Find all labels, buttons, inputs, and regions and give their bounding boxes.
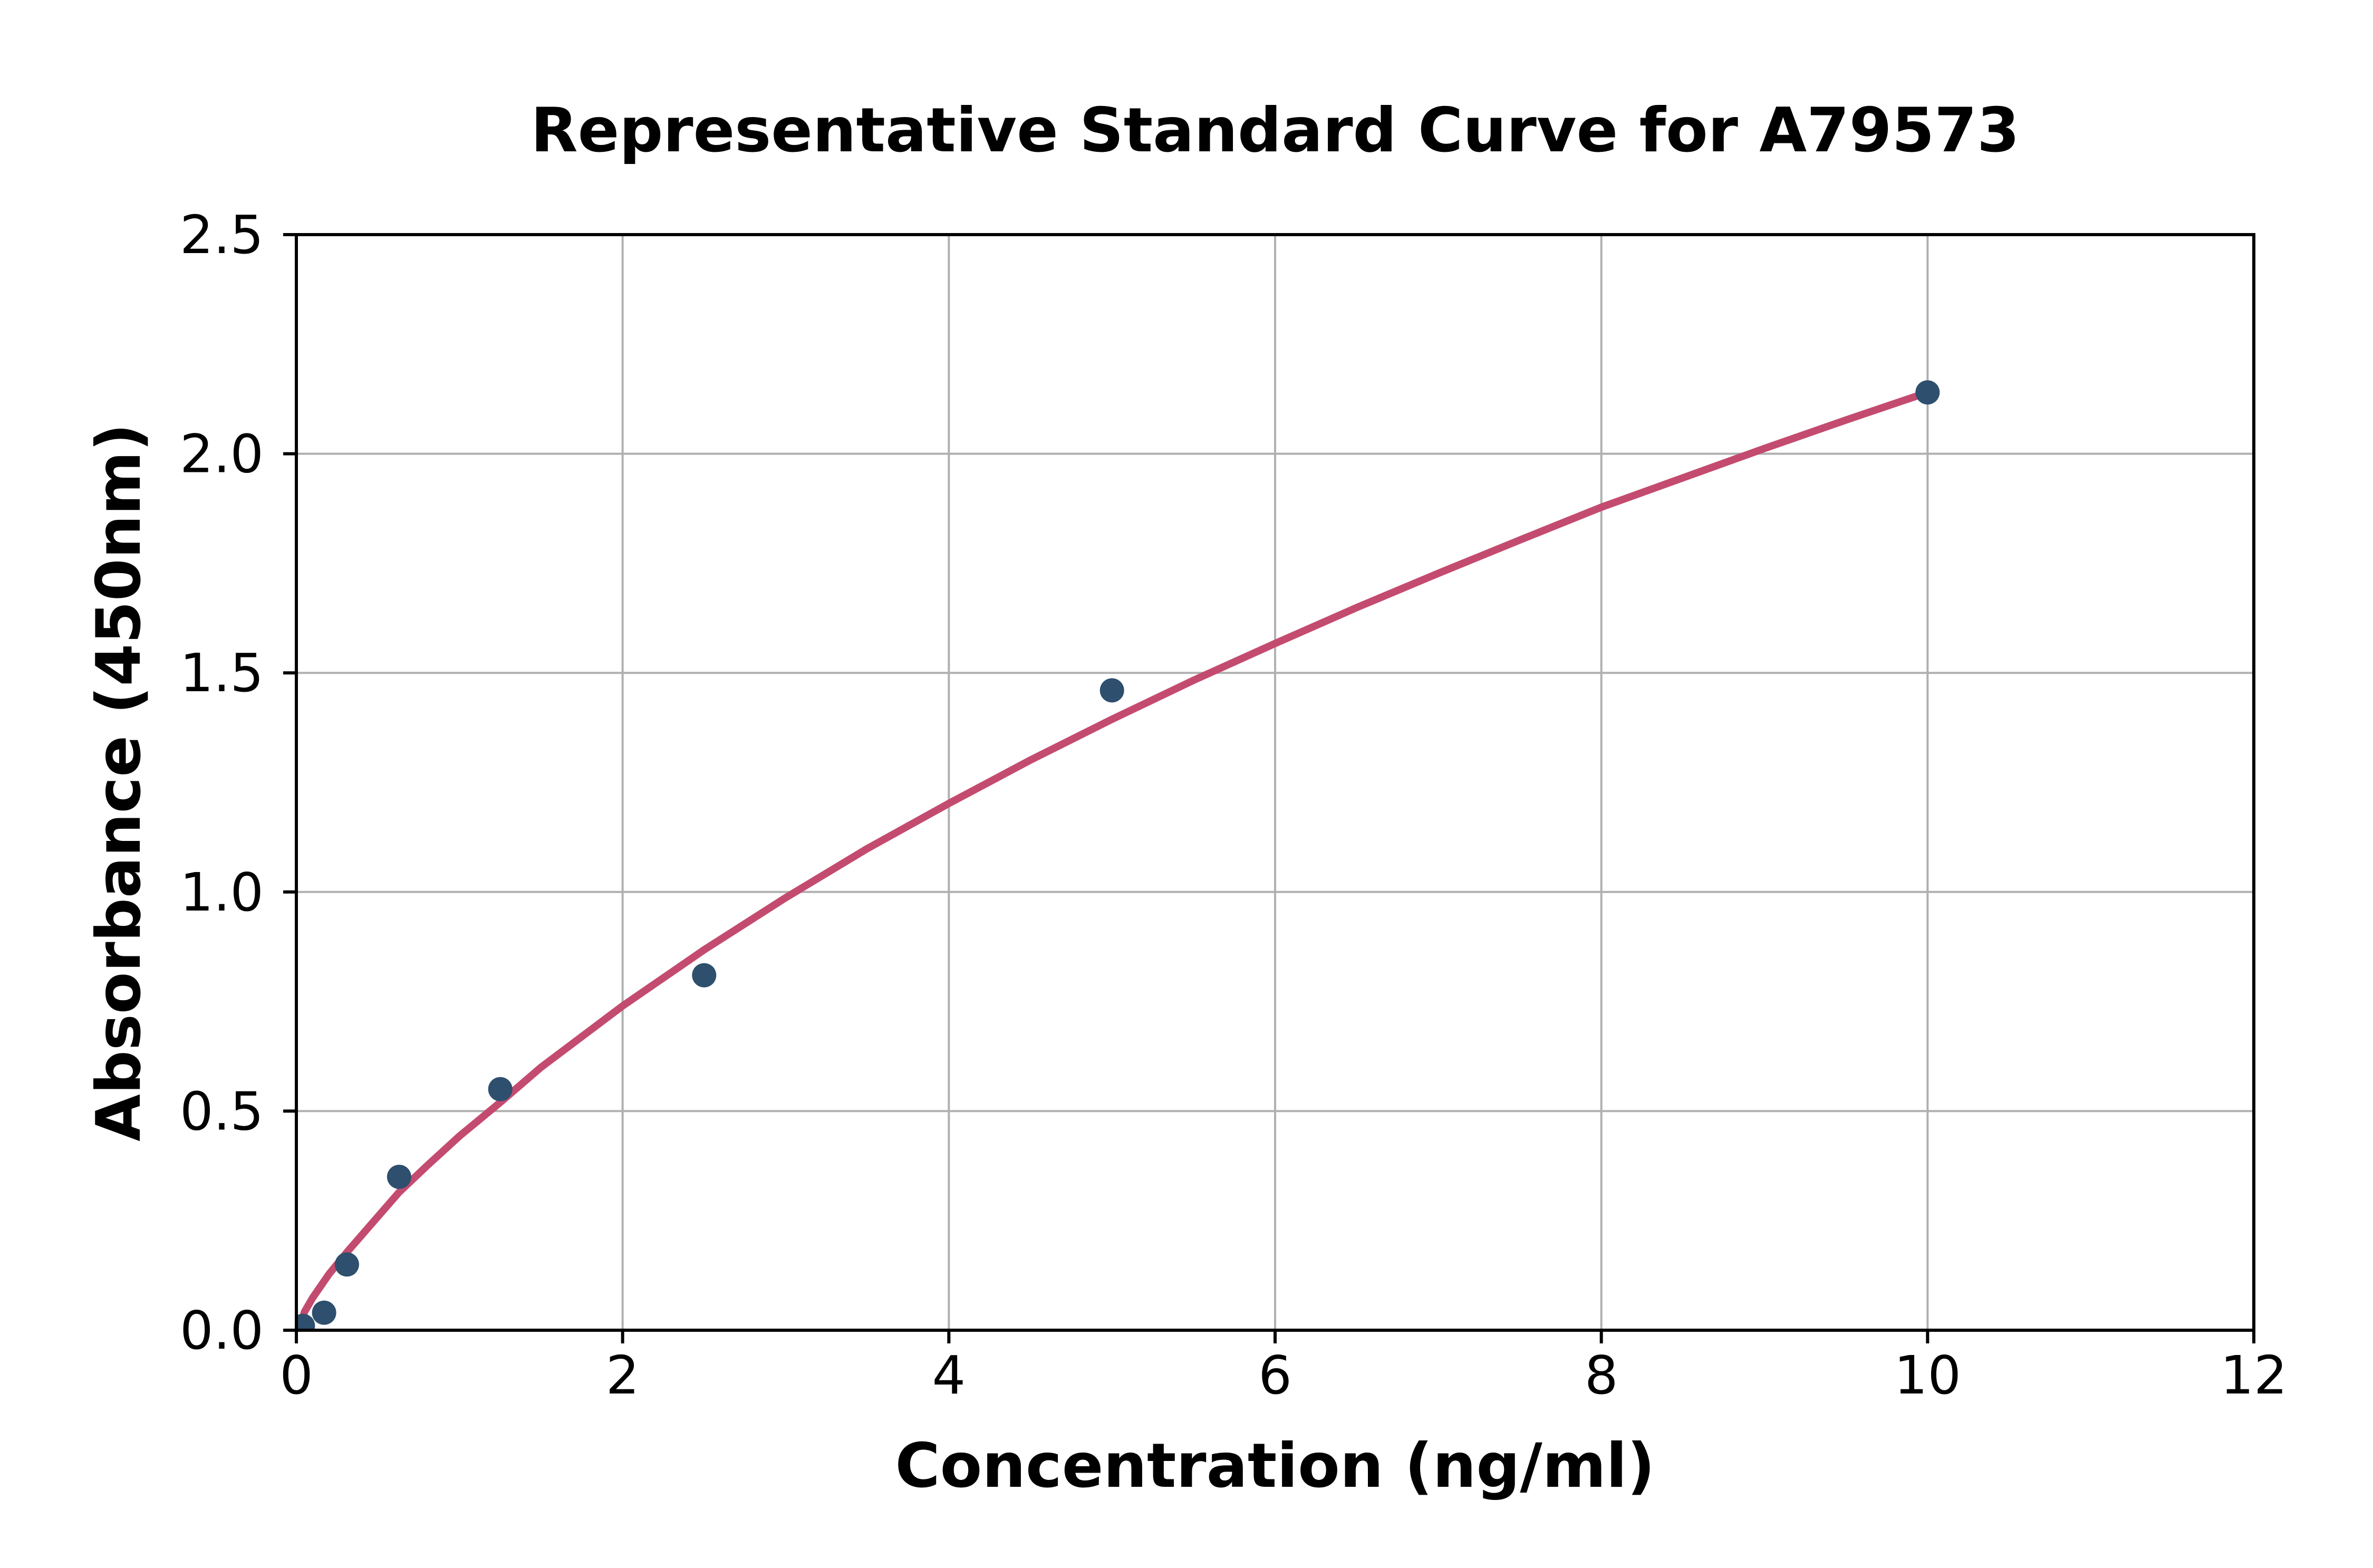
y-tick-label: 1.0 bbox=[180, 862, 264, 923]
y-tick-label: 1.5 bbox=[180, 642, 264, 704]
data-point bbox=[1099, 678, 1124, 703]
x-axis-label: Concentration (ng/ml) bbox=[895, 1430, 1655, 1502]
x-tick-label: 6 bbox=[1258, 1344, 1292, 1406]
data-point bbox=[692, 963, 717, 988]
x-tick-label: 12 bbox=[2220, 1344, 2287, 1406]
y-axis-label: Absorbance (450nm) bbox=[83, 423, 155, 1141]
y-tick-label: 0.5 bbox=[180, 1080, 264, 1142]
tick-labels: 0 2 4 6 8 10 12 0.0 0.5 1.0 1.5 2.0 2.5 bbox=[180, 204, 2288, 1406]
fit-curve-line bbox=[296, 389, 1932, 1330]
data-point bbox=[312, 1300, 336, 1325]
data-point bbox=[387, 1165, 411, 1189]
x-tick-label: 4 bbox=[932, 1344, 966, 1406]
data-point bbox=[296, 1313, 315, 1330]
x-tick-label: 8 bbox=[1585, 1344, 1618, 1406]
chart-title: Representative Standard Curve for A79573 bbox=[530, 95, 2019, 166]
data-point bbox=[334, 1252, 359, 1277]
gridlines bbox=[296, 235, 2254, 1330]
data-point bbox=[1915, 380, 1940, 405]
x-tick-label: 2 bbox=[606, 1344, 640, 1406]
x-tick-label: 10 bbox=[1894, 1344, 1961, 1406]
y-tick-label: 2.5 bbox=[180, 204, 264, 266]
x-tick-label: 0 bbox=[279, 1344, 313, 1406]
scatter-points bbox=[296, 380, 1940, 1330]
tick-marks bbox=[283, 233, 2255, 1343]
y-tick-label: 0.0 bbox=[180, 1300, 264, 1361]
data-point bbox=[488, 1077, 513, 1101]
y-tick-label: 2.0 bbox=[180, 423, 264, 485]
